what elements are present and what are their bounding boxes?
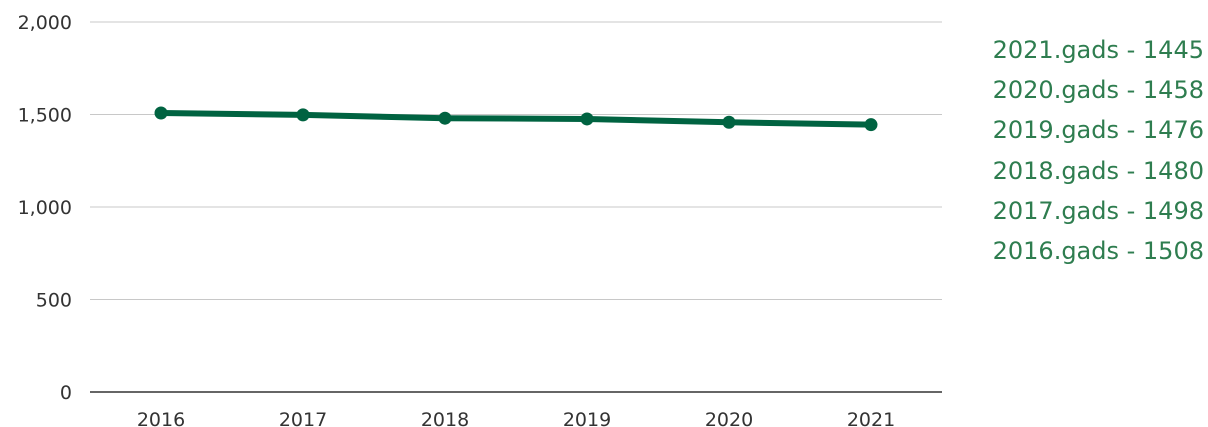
x-tick-label: 2020 [705,409,753,427]
y-tick-label: 1,000 [18,197,72,219]
legend-entry-2019: 2019.gads - 1476 [992,116,1204,145]
y-tick-label: 0 [60,382,72,404]
legend-entry-2018: 2018.gads - 1480 [992,156,1204,185]
data-point [722,115,736,129]
y-tick-label: 1,500 [18,105,72,127]
y-tick-label: 500 [36,290,72,312]
x-tick-label: 2019 [563,409,611,427]
y-axis-ticks: 0 500 1,000 1,500 2,000 [18,12,72,404]
legend: 2021.gads - 1445 2020.gads - 1458 2019.g… [964,30,1204,271]
legend-entry-2020: 2020.gads - 1458 [992,76,1204,105]
data-point [154,106,168,120]
x-tick-label: 2016 [137,409,185,427]
series-line [158,110,874,128]
legend-entry-2016: 2016.gads - 1508 [992,237,1204,266]
data-point [296,108,310,122]
data-point [864,118,878,132]
x-tick-label: 2018 [421,409,469,427]
legend-entry-2017: 2017.gads - 1498 [992,196,1204,225]
data-point [438,111,452,125]
x-axis-ticks: 2016 2017 2018 2019 2020 2021 [137,409,895,427]
x-tick-label: 2021 [847,409,895,427]
x-tick-label: 2017 [279,409,327,427]
legend-entry-2021: 2021.gads - 1445 [992,36,1204,64]
grid-lines [90,21,942,300]
data-point [580,112,594,126]
y-tick-label: 2,000 [18,12,72,34]
series-group [154,106,878,132]
